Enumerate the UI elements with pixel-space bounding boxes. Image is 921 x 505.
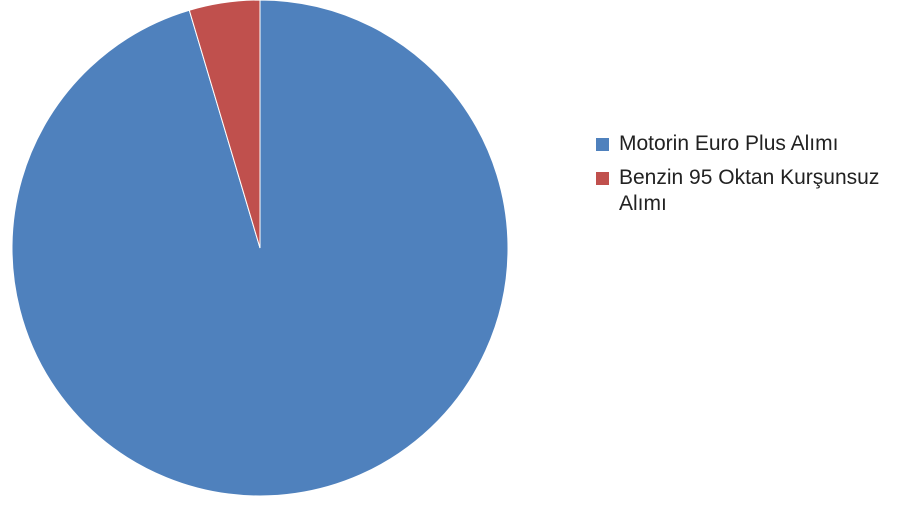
legend-item-benzin: Benzin 95 Oktan Kurşunsuz Alımı: [596, 165, 916, 217]
legend-label-benzin: Benzin 95 Oktan Kurşunsuz Alımı: [619, 166, 880, 215]
legend-swatch-motorin: [596, 138, 609, 151]
pie-slices: [11, 0, 509, 497]
legend-label-motorin: Motorin Euro Plus Alımı: [619, 132, 839, 155]
legend: Motorin Euro Plus Alımı Benzin 95 Oktan …: [596, 131, 916, 225]
legend-item-motorin: Motorin Euro Plus Alımı: [596, 131, 916, 157]
legend-swatch-benzin: [596, 172, 609, 185]
pie-slice-benzin: [188, 0, 261, 249]
